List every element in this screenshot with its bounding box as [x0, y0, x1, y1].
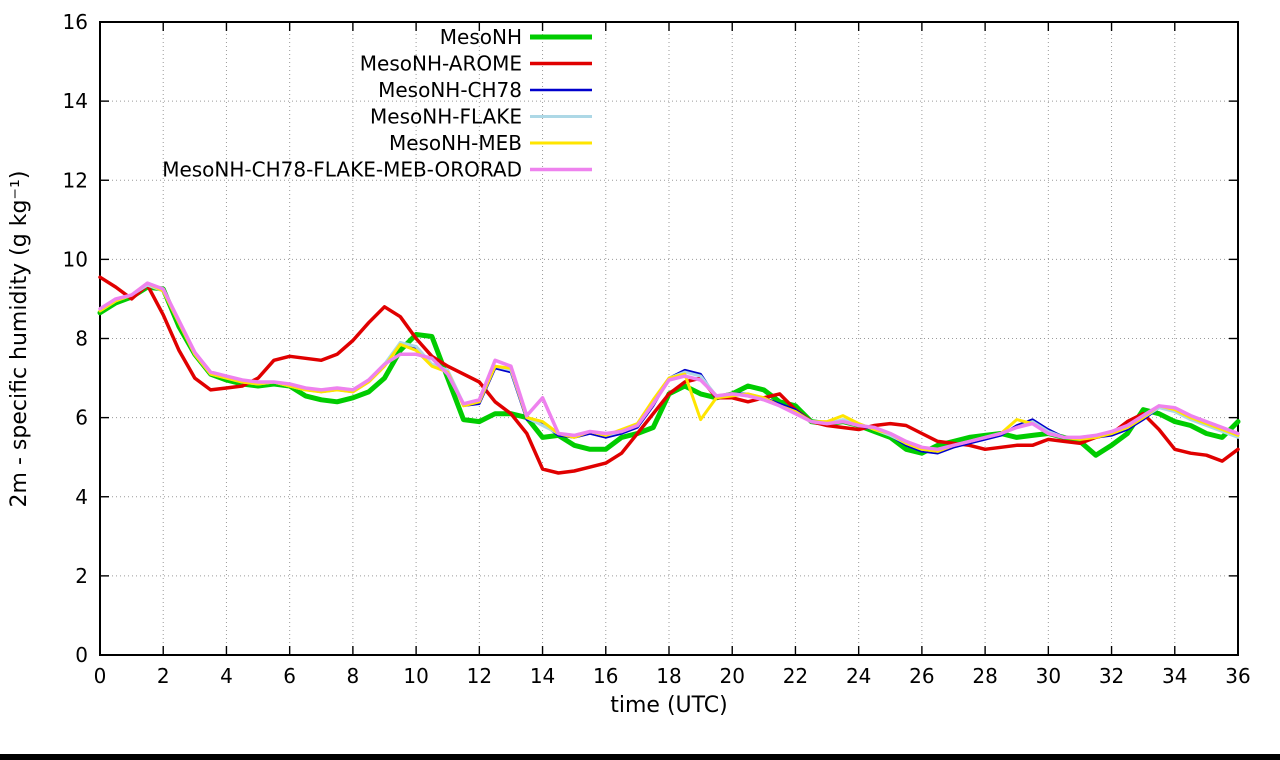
legend-entry: MesoNH-CH78-FLAKE-MEB-ORORAD: [162, 158, 592, 182]
legend-entry: MesoNH-AROME: [360, 52, 592, 76]
x-tick-label: 10: [403, 664, 428, 688]
x-tick-label: 22: [783, 664, 808, 688]
x-tick-label: 26: [909, 664, 934, 688]
series-line-mesonh-ch78-flake-meb-ororad: [98, 281, 1240, 452]
x-tick-label: 28: [972, 664, 997, 688]
plot-area: 0 2 4 6 8 10 12 14 16 18 20 22 24 26 28 30 32 34 360246810…: [63, 10, 1251, 688]
x-tick-label: 4: [220, 664, 233, 688]
x-tick-label: 0: [94, 664, 107, 688]
series-line-mesonh: [97, 284, 1241, 458]
y-tick-label: 0: [75, 643, 88, 667]
x-axis-label: time (UTC): [610, 693, 727, 718]
y-tick-label: 2: [75, 564, 88, 588]
x-tick-label: 24: [846, 664, 871, 688]
y-tick-label: 12: [63, 168, 88, 192]
legend-entry: MesoNH-CH78: [378, 78, 592, 102]
y-tick-label: 14: [63, 89, 88, 113]
x-tick-label: 14: [530, 664, 555, 688]
x-tick-label: 36: [1225, 664, 1250, 688]
y-axis-label: 2m - specific humidity (g kg⁻¹): [7, 171, 32, 508]
series-line-mesonh-arome: [98, 275, 1240, 475]
legend-entry: MesoNH: [440, 25, 592, 49]
legend-label: MesoNH: [440, 25, 522, 49]
x-tick-label: 8: [347, 664, 360, 688]
x-tick-label: 30: [1036, 664, 1061, 688]
y-tick-label: 6: [75, 406, 88, 430]
bottom-edge: [0, 754, 1280, 760]
x-tick-label: 18: [656, 664, 681, 688]
legend-label: MesoNH-MEB: [389, 131, 522, 155]
x-tick-label: 20: [719, 664, 744, 688]
legend-label: MesoNH-CH78: [378, 78, 522, 102]
x-tick-label: 12: [467, 664, 492, 688]
x-tick-label: 32: [1099, 664, 1124, 688]
x-tick-label: 6: [283, 664, 296, 688]
x-tick-label: 2: [157, 664, 170, 688]
y-tick-label: 4: [75, 485, 88, 509]
legend-entry: MesoNH-MEB: [389, 131, 592, 155]
y-tick-label: 10: [63, 247, 88, 271]
x-tick-label: 34: [1162, 664, 1187, 688]
legend-label: MesoNH-CH78-FLAKE-MEB-ORORAD: [162, 158, 522, 182]
y-tick-label: 16: [63, 10, 88, 34]
x-tick-label: 16: [593, 664, 618, 688]
y-tick-label: 8: [75, 327, 88, 351]
legend-label: MesoNH-AROME: [360, 52, 522, 76]
legend-label: MesoNH-FLAKE: [370, 105, 522, 129]
legend-entry: MesoNH-FLAKE: [370, 105, 592, 129]
